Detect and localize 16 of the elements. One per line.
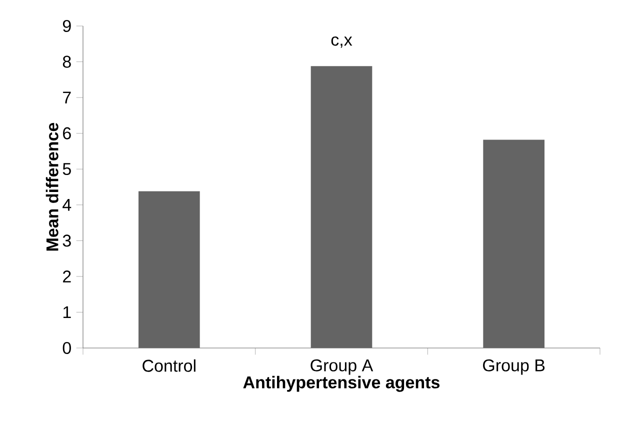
x-tick-label: Group B [483,359,545,375]
y-tick-label: 2 [63,270,71,282]
y-tick-label: 0 [62,342,71,354]
annotation: c,x [331,36,352,48]
x-tick-label: Group A [310,359,374,375]
y-tick-label: 3 [62,234,71,247]
x-axis-title: Antihypertensive agents [243,376,440,392]
y-tick-label: 1 [63,306,71,318]
y-tick-label: 5 [62,163,71,176]
y-tick-label: 6 [63,127,71,140]
x-tick-label: Control [142,359,196,372]
y-tick-label: 4 [62,199,72,211]
y-axis-title: Mean difference [46,122,58,251]
y-tick-label: 8 [62,56,71,68]
y-tick-label: 7 [63,92,71,104]
y-tick-label: 9 [62,20,71,32]
